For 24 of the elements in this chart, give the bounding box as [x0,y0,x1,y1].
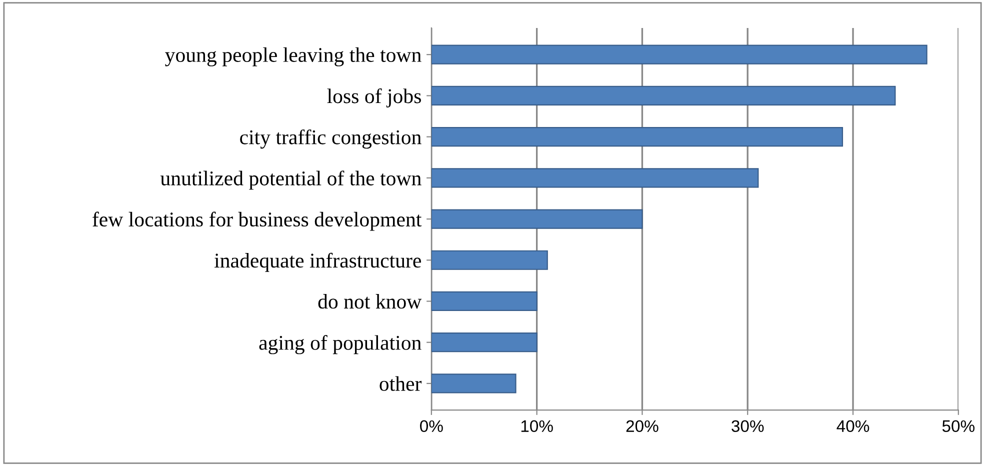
y-tick-label: unutilized potential of the town [160,170,422,190]
x-tick-label: 50% [942,420,974,432]
y-tick-label: aging of population [259,335,422,354]
y-tick-label: do not know [318,294,422,309]
bar [431,374,516,394]
y-tick-label: young people leaving the town [165,47,422,66]
bar [431,209,643,229]
bar [431,44,928,64]
y-tick-label: loss of jobs [327,88,421,108]
y-tick-label: other [380,376,422,391]
bar [431,250,548,270]
y-tick-label: few locations for business development [92,212,422,231]
x-tick-label: 20% [626,420,658,432]
y-tick-label: city traffic congestion [240,129,422,149]
x-tick-label: 0% [420,420,443,432]
x-tick-label: 10% [521,420,553,432]
x-tick-label: 30% [732,420,764,432]
bar [431,168,759,188]
bar [431,291,538,312]
bar [431,86,896,106]
y-tick-label: inadequate infrastructure [214,252,421,272]
x-tick-label: 40% [836,420,870,432]
bar [431,126,844,147]
bar [431,332,538,352]
